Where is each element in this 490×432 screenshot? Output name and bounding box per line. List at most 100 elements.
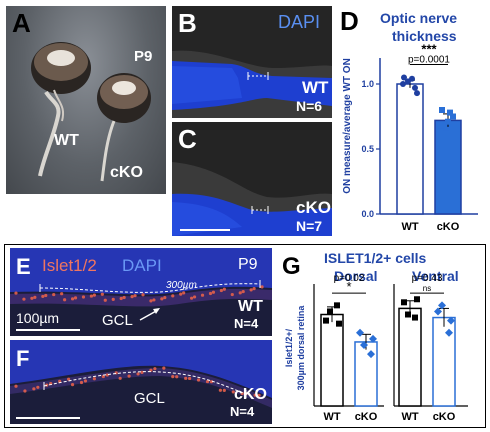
islet-punctum [22,297,26,301]
islet-punctum [252,286,256,291]
panel-g-stars: * [346,279,351,294]
panel-g-point [412,314,418,321]
panel-g-point [323,317,329,324]
panel-c-dapi-section [172,162,332,236]
panel-g-group1: Dorsal [334,268,378,284]
panel-d-title-line2: thickness [392,28,457,44]
panel-b-n: N=6 [296,98,323,114]
panel-g-point [447,316,455,325]
panel-d-stars: *** [421,42,437,57]
panel-g-point [405,311,411,318]
panel-d-bar-wt [396,83,424,215]
islet-punctum [118,376,122,380]
panel-g-x-label: cKO [355,411,378,423]
islet-punctum [136,372,140,376]
panel-d-plot: 0.0 0.5 1.0 ON measure/average WT ON WT cKO p=… [342,42,478,233]
panel-g-point [334,302,340,309]
panel-g-bar-dorsal-wt [320,313,344,407]
islet-punctum [14,384,18,388]
islet-punctum [81,295,86,299]
islet-punctum [44,293,48,298]
islet-punctum [200,293,205,297]
islet-punctum [231,390,235,394]
islet-punctum [182,291,186,295]
islet-punctum [175,375,179,379]
panel-d-x-label-cko: cKO [437,221,460,233]
panel-e-gcl: GCL [102,312,133,329]
panel-f-genotype: cKO [234,386,267,403]
panel-e-n: N=4 [234,316,259,331]
panel-g-bar-ventral-wt [398,307,422,407]
islet-punctum [83,379,88,383]
panel-g-stars: ns [423,284,431,293]
islet-punctum [103,298,107,302]
islet-punctum [141,293,145,297]
islet-punctum [149,299,153,303]
panel-e-image: E Islet1/2 DAPI P9 300µm 100µm GCL WT N=… [10,248,272,336]
panel-g-x-label: WT [401,411,418,423]
panel-e-g-frame [4,244,486,428]
islet-punctum [63,298,67,302]
panel-d-x-label-wt: WT [401,221,418,233]
islet-punctum [253,393,257,397]
panel-d-point [439,107,445,113]
panel-e-stain2: DAPI [122,256,162,275]
panel-b-image: B DAPI WT N=6 [172,6,332,118]
panel-f-image: F GCL cKO N=4 [10,340,272,424]
panel-d-point [450,113,456,120]
islet-punctum [127,374,131,378]
panel-g-point [327,308,333,315]
panel-e-label: E [16,254,31,279]
panel-e-genotype: WT [238,298,263,315]
panel-g-chart: G ISLET1/2+ cells Dorsal Ventral Islet1/… [278,248,484,426]
panel-d-y-tick-label: 0.0 [361,209,374,219]
islet-punctum [152,298,156,302]
panel-b-label: B [178,8,197,38]
islet-punctum [41,294,45,299]
panel-d-point [452,126,458,133]
eye-dissection-illustration [31,42,151,182]
islet-punctum [149,368,153,372]
panel-a-wt-label: WT [54,132,79,149]
islet-punctum [219,288,223,293]
panel-e-stain1: Islet1/2 [42,256,97,275]
panel-g-point [438,301,446,310]
islet-punctum [33,295,37,299]
islet-punctum [222,287,226,291]
panel-g-point [336,320,342,327]
panel-d-p-value: p=0.0001 [408,55,450,66]
panel-g-plot: Islet1/2+/300µm dorsal retina WT cKO *p=0.0… [284,273,468,423]
panel-d-point [447,109,453,116]
islet-punctum [179,292,183,296]
islet-punctum [190,296,194,300]
panel-d-title-line1: Optic nerve [380,10,458,26]
panel-a-age: P9 [134,48,153,65]
panel-g-group2: Ventral [412,268,459,284]
panel-d-label: D [340,6,359,36]
panel-g-x-label: WT [323,411,340,423]
panel-d-point [400,81,406,87]
islet-punctum [153,367,157,371]
panel-e-length: 300µm [166,280,197,291]
islet-punctum [184,376,188,380]
islet-punctum [92,293,96,297]
panel-g-y-label-line1: Islet1/2+/ [284,328,294,367]
islet-punctum [30,296,34,300]
panel-g-x-label: cKO [433,411,456,423]
islet-punctum [249,288,253,292]
panel-g-point [401,299,407,306]
panel-g-point [367,350,375,359]
panel-b-stain: DAPI [278,12,321,32]
islet-punctum [230,292,234,297]
panel-d-point [409,75,415,82]
islet-punctum [171,294,175,298]
islet-punctum [60,292,64,296]
panel-d-chart: D Optic nerve thickness 0.0 0.5 1.0 ON meas… [336,6,484,242]
islet-punctum [162,366,166,370]
panel-g-title: ISLET1/2+ cells [324,250,427,266]
panel-e-scale-label: 100µm [16,310,60,326]
islet-punctum [122,295,126,300]
panel-b-genotype: WT [302,78,329,97]
islet-punctum [205,379,210,384]
islet-punctum [92,377,96,381]
